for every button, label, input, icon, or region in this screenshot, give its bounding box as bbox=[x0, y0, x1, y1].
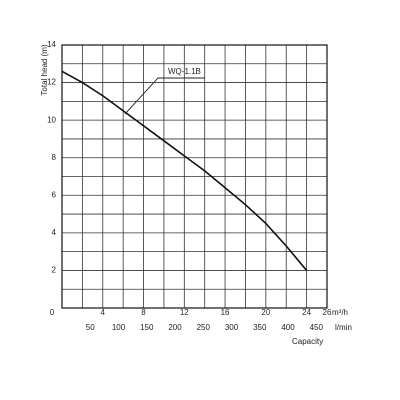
curve bbox=[61, 70, 308, 271]
x2-tick-label: 400 bbox=[281, 323, 295, 332]
y-axis-label: Total head (m) bbox=[40, 44, 49, 95]
x-tick-label: 12 bbox=[180, 308, 189, 317]
x2-tick-label: 50 bbox=[86, 323, 95, 332]
x-tick-label: 26 bbox=[323, 308, 332, 317]
annotation-leader bbox=[124, 77, 205, 115]
y-tick-label: 4 bbox=[52, 228, 57, 237]
x-tick-label: 8 bbox=[141, 308, 146, 317]
y-tick-label: 10 bbox=[47, 115, 56, 124]
plot-frame bbox=[61, 44, 328, 309]
x-tick-label: 16 bbox=[221, 308, 230, 317]
x2-tick-label: 250 bbox=[197, 323, 211, 332]
x-tick-label: 0 bbox=[50, 308, 55, 317]
x2-tick-label: 100 bbox=[112, 323, 126, 332]
y-tick-label: 2 bbox=[52, 266, 57, 275]
x2-tick-label: 150 bbox=[140, 323, 154, 332]
x-tick-label: 24 bbox=[302, 308, 311, 317]
x2-tick-label: 450 bbox=[310, 323, 324, 332]
x2-tick-label: 350 bbox=[253, 323, 267, 332]
y-tick-label: 14 bbox=[47, 40, 56, 49]
x-tick-label: 20 bbox=[261, 308, 270, 317]
y-tick-label: 8 bbox=[52, 153, 57, 162]
x-tick-label: 4 bbox=[101, 308, 106, 317]
x2-tick-label: 200 bbox=[168, 323, 182, 332]
x2-tick-label: 300 bbox=[225, 323, 239, 332]
y-tick-label: 12 bbox=[47, 78, 56, 87]
x-unit: m³/h bbox=[332, 308, 348, 317]
y-tick-label: 6 bbox=[52, 190, 57, 199]
x-axis-label: Capacity bbox=[292, 337, 323, 346]
x2-unit: l/min bbox=[335, 323, 352, 332]
